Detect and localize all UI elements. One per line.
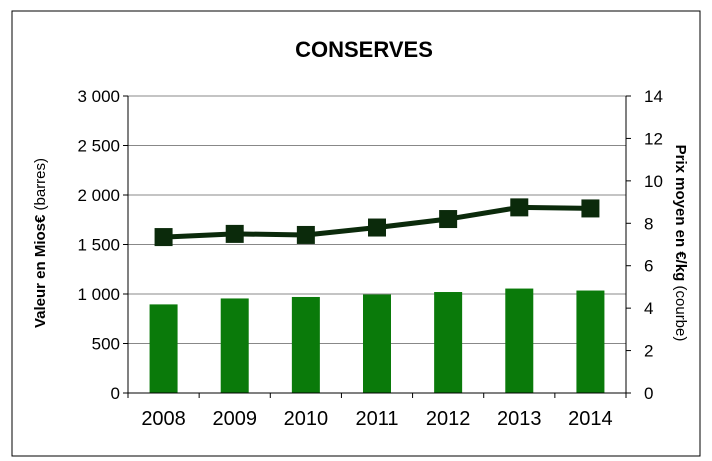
line-marker (154, 228, 173, 247)
right-tick-label: 14 (644, 87, 663, 106)
left-tick-label: 500 (92, 335, 120, 354)
line-marker (368, 218, 386, 237)
left-tick-label: 2 500 (77, 137, 120, 156)
y-right-label-bold: Prix moyen en €/kg (672, 145, 689, 282)
y-left-label-bold: Valeur en Mios€ (32, 214, 49, 328)
line-marker (296, 225, 315, 244)
right-tick-label: 6 (644, 257, 653, 276)
bar-series (149, 288, 605, 393)
x-axis-ticks: 2008 2009 2010 2011 2012 2013 2014 (127, 393, 627, 430)
chart-title: CONSERVES (295, 37, 433, 62)
y-left-label: Valeur en Mios€ (barres) (32, 158, 49, 328)
left-tick-label: 0 (111, 384, 120, 403)
x-tick-label: 2011 (355, 408, 398, 430)
line-marker (581, 199, 600, 218)
left-tick-label: 2 000 (77, 186, 120, 205)
right-tick-label: 8 (644, 214, 653, 233)
bar (434, 292, 463, 393)
x-tick-label: 2008 (141, 408, 186, 430)
bar (291, 296, 320, 393)
right-tick-label: 4 (644, 299, 653, 318)
left-tick-label: 3 000 (77, 87, 120, 106)
bar (576, 290, 605, 393)
bar (505, 288, 534, 393)
line-marker (225, 224, 244, 243)
right-tick-label: 0 (644, 384, 653, 403)
gridlines (128, 95, 626, 344)
x-tick-label: 2010 (284, 408, 329, 430)
x-tick-label: 2013 (497, 408, 542, 430)
line-series (154, 198, 600, 247)
y-left-label-normal: (barres) (32, 158, 49, 215)
bar (220, 298, 249, 393)
x-tick-label: 2012 (426, 408, 471, 430)
right-tick-label: 12 (644, 129, 663, 148)
y-right-label: Prix moyen en €/kg (courbe) (672, 145, 689, 342)
line-marker (439, 210, 458, 229)
line-marker (510, 198, 529, 217)
bar (363, 294, 391, 393)
bar (149, 304, 178, 393)
y-right-label-normal: (courbe) (672, 281, 689, 341)
right-tick-label: 2 (644, 342, 653, 361)
x-tick-label: 2014 (568, 408, 613, 430)
x-tick-label: 2009 (212, 408, 257, 430)
left-tick-label: 1 500 (77, 236, 120, 255)
left-tick-label: 1 000 (77, 285, 120, 304)
left-axis-ticks: 0 500 1 000 1 500 2 000 2 500 3 000 (77, 87, 128, 403)
right-axis-ticks: 0 2 4 6 8 10 12 14 (626, 87, 663, 403)
right-tick-label: 10 (644, 172, 663, 191)
